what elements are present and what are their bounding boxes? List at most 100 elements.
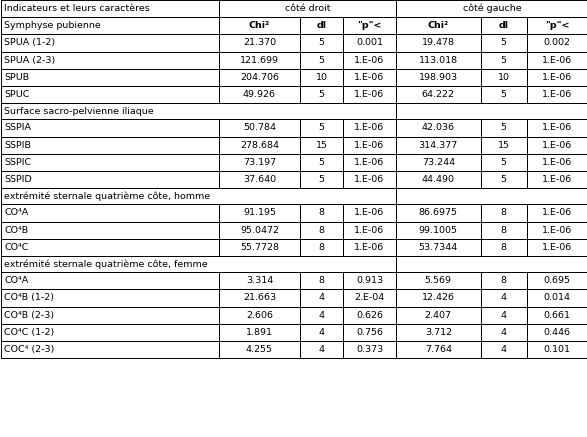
Text: 4.255: 4.255 — [246, 345, 273, 354]
Text: 5: 5 — [319, 55, 325, 65]
Text: 0.661: 0.661 — [544, 311, 571, 319]
Bar — [299, 289, 343, 306]
Text: 5: 5 — [501, 38, 507, 48]
Text: 55.7728: 55.7728 — [240, 243, 279, 252]
Text: 8: 8 — [501, 225, 507, 235]
Bar — [396, 17, 481, 35]
Text: 1.E-06: 1.E-06 — [355, 124, 384, 132]
Bar — [396, 289, 481, 306]
Bar — [396, 222, 481, 239]
Bar — [396, 52, 481, 69]
Bar — [219, 324, 299, 341]
Bar — [299, 171, 343, 188]
Bar — [219, 272, 299, 289]
Text: 49.926: 49.926 — [243, 90, 276, 99]
Bar — [343, 239, 396, 256]
Text: côté droit: côté droit — [285, 4, 330, 13]
Bar — [219, 52, 299, 69]
Text: 95.0472: 95.0472 — [240, 225, 279, 235]
Bar — [481, 239, 527, 256]
Bar — [299, 324, 343, 341]
Text: Indicateurs et leurs caractères: Indicateurs et leurs caractères — [5, 4, 150, 13]
Text: SSPID: SSPID — [5, 175, 32, 184]
Bar — [1, 306, 219, 324]
Text: 5: 5 — [501, 158, 507, 167]
Bar — [299, 341, 343, 358]
Text: 21.663: 21.663 — [243, 293, 276, 302]
Text: 4: 4 — [319, 345, 325, 354]
Text: 2.606: 2.606 — [246, 311, 273, 319]
Text: 1.E-06: 1.E-06 — [355, 225, 384, 235]
Bar — [481, 119, 527, 137]
Text: 1.E-06: 1.E-06 — [355, 55, 384, 65]
Text: "p"<: "p"< — [545, 21, 569, 30]
Text: CO⁴B (2-3): CO⁴B (2-3) — [5, 311, 55, 319]
Text: 1.E-06: 1.E-06 — [542, 124, 572, 132]
Bar — [481, 86, 527, 103]
Text: 21.370: 21.370 — [243, 38, 276, 48]
Bar — [1, 137, 219, 154]
Bar — [396, 239, 481, 256]
Text: 8: 8 — [319, 243, 325, 252]
Text: 0.695: 0.695 — [544, 276, 571, 285]
Bar — [396, 119, 481, 137]
Text: 1.E-06: 1.E-06 — [542, 141, 572, 149]
Text: 1.E-06: 1.E-06 — [355, 208, 384, 218]
Bar — [527, 289, 587, 306]
Bar — [1, 52, 219, 69]
Bar — [343, 289, 396, 306]
Text: dl: dl — [499, 21, 509, 30]
Text: 8: 8 — [501, 243, 507, 252]
Bar — [299, 69, 343, 86]
Bar — [481, 324, 527, 341]
Text: 4: 4 — [501, 328, 507, 337]
Bar — [527, 52, 587, 69]
Bar — [343, 171, 396, 188]
Text: 2.407: 2.407 — [425, 311, 452, 319]
Text: 2.E-04: 2.E-04 — [355, 293, 384, 302]
Text: 1.E-06: 1.E-06 — [355, 158, 384, 167]
Bar — [299, 52, 343, 69]
Text: 5: 5 — [319, 158, 325, 167]
Text: extrémité sternale quatrième côte, homme: extrémité sternale quatrième côte, homme — [5, 191, 211, 201]
Bar — [481, 205, 527, 222]
Bar — [527, 69, 587, 86]
Text: 0.373: 0.373 — [356, 345, 383, 354]
Text: CO⁴C (1-2): CO⁴C (1-2) — [5, 328, 55, 337]
Text: 5: 5 — [501, 90, 507, 99]
Text: 5: 5 — [501, 124, 507, 132]
Text: 0.002: 0.002 — [544, 38, 571, 48]
Text: Symphyse pubienne: Symphyse pubienne — [5, 21, 101, 30]
Bar — [527, 324, 587, 341]
Bar — [1, 154, 219, 171]
Bar — [396, 35, 481, 52]
Bar — [481, 341, 527, 358]
Bar — [481, 222, 527, 239]
Text: 204.706: 204.706 — [240, 73, 279, 82]
Bar — [396, 69, 481, 86]
Text: 8: 8 — [319, 276, 325, 285]
Bar — [481, 69, 527, 86]
Bar — [219, 86, 299, 103]
Text: 7.764: 7.764 — [425, 345, 452, 354]
Text: 99.1005: 99.1005 — [419, 225, 458, 235]
Text: SPUC: SPUC — [5, 90, 30, 99]
Bar — [527, 306, 587, 324]
Bar — [343, 17, 396, 35]
Text: extrémité sternale quatrième côte, femme: extrémité sternale quatrième côte, femme — [5, 259, 208, 269]
Bar — [343, 324, 396, 341]
Bar — [527, 86, 587, 103]
Text: 50.784: 50.784 — [243, 124, 276, 132]
Text: 19.478: 19.478 — [422, 38, 455, 48]
Text: 8: 8 — [319, 208, 325, 218]
Bar — [1, 103, 587, 119]
Text: 1.E-06: 1.E-06 — [542, 73, 572, 82]
Text: 113.018: 113.018 — [419, 55, 458, 65]
Bar — [219, 17, 299, 35]
Bar — [481, 272, 527, 289]
Text: SPUA (2-3): SPUA (2-3) — [5, 55, 56, 65]
Bar — [1, 171, 219, 188]
Text: 8: 8 — [501, 208, 507, 218]
Bar — [1, 289, 219, 306]
Bar — [396, 171, 481, 188]
